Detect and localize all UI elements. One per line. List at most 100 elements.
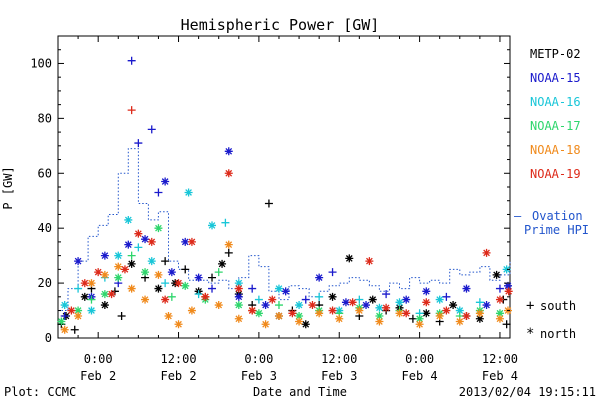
point-north-noaa-17 (234, 301, 243, 310)
point-north-noaa-15 (315, 273, 324, 282)
point-north-noaa-19 (201, 292, 210, 301)
point-south-noaa-15 (134, 139, 143, 148)
point-north-metp-02 (328, 292, 337, 301)
point-north-noaa-15 (124, 240, 133, 249)
point-north-noaa-18 (100, 270, 109, 279)
point-north-noaa-19 (402, 309, 411, 318)
point-south-noaa-15 (248, 284, 257, 293)
ovation-step-line (58, 148, 511, 311)
point-north-noaa-15 (261, 301, 270, 310)
point-north-noaa-18 (114, 262, 123, 271)
timestamp: 2013/02/04 19:15:11 (459, 385, 596, 399)
x-tick-time-label: 12:00 (321, 352, 357, 366)
point-north-noaa-16 (375, 303, 384, 312)
x-tick-date-label: Feb 3 (321, 369, 357, 383)
point-south-noaa-16 (315, 292, 324, 301)
plot-area (57, 35, 513, 339)
point-south-metp-02 (208, 273, 217, 282)
point-north-metp-02 (218, 259, 227, 268)
x-tick-time-label: 0:00 (405, 352, 434, 366)
point-north-noaa-18 (174, 320, 183, 329)
point-south-noaa-15 (147, 125, 156, 134)
point-south-noaa-16 (221, 218, 230, 227)
point-north-noaa-17 (100, 290, 109, 299)
point-north-metp-02 (127, 259, 136, 268)
point-north-noaa-15 (100, 251, 109, 260)
legend-marker-symbol: * (526, 326, 534, 342)
y-tick-label: 60 (38, 166, 52, 180)
point-north-noaa-18 (87, 279, 96, 288)
point-north-noaa-15 (281, 287, 290, 296)
point-north-noaa-19 (94, 268, 103, 277)
y-tick-label: 40 (38, 221, 52, 235)
legend-ovation-line2: Prime HPI (524, 223, 589, 237)
point-north-metp-02 (154, 284, 163, 293)
legend-marker-label: south (540, 299, 576, 313)
point-north-noaa-18 (224, 240, 233, 249)
point-north-noaa-18 (141, 295, 150, 304)
point-south-metp-02 (181, 265, 190, 274)
legend-ovation-line1: Ovation (532, 209, 583, 223)
point-north-noaa-19 (288, 309, 297, 318)
point-north-noaa-17 (114, 273, 123, 282)
point-south-noaa-15 (208, 284, 217, 293)
point-south-noaa-15 (328, 268, 337, 277)
point-south-noaa-15 (495, 284, 504, 293)
point-south-noaa-17 (167, 292, 176, 301)
point-north-noaa-19 (462, 312, 471, 321)
series-noaa-16 (60, 188, 511, 318)
point-north-noaa-18 (187, 306, 196, 315)
x-axis-label: Date and Time (253, 385, 347, 399)
point-north-noaa-16 (114, 251, 123, 260)
point-north-noaa-16 (234, 279, 243, 288)
point-north-noaa-16 (147, 257, 156, 266)
point-south-noaa-17 (87, 295, 96, 304)
point-south-metp-02 (264, 199, 273, 208)
legend-marker-symbol: + (526, 298, 534, 314)
point-north-noaa-18 (234, 314, 243, 323)
point-south-noaa-16 (355, 295, 364, 304)
point-north-noaa-15 (234, 292, 243, 301)
point-north-noaa-19 (234, 284, 243, 293)
legend-series-label: NOAA-15 (530, 71, 581, 85)
point-north-noaa-16 (295, 301, 304, 310)
point-north-metp-02 (422, 309, 431, 318)
series-noaa-18 (60, 240, 512, 334)
point-south-noaa-16 (74, 284, 83, 293)
point-north-noaa-19 (80, 279, 89, 288)
point-south-noaa-15 (382, 290, 391, 299)
point-north-noaa-19 (442, 306, 451, 315)
point-south-noaa-16 (475, 298, 484, 307)
point-north-noaa-15 (362, 301, 371, 310)
point-north-metp-02 (100, 301, 109, 310)
point-north-noaa-18 (74, 312, 83, 321)
point-north-noaa-19 (248, 306, 257, 315)
series-noaa-17 (57, 224, 504, 326)
point-south-noaa-15 (154, 188, 163, 197)
point-north-noaa-15 (141, 235, 150, 244)
point-north-noaa-19 (348, 298, 357, 307)
y-axis: 0 20 40 60 80 100 (30, 49, 510, 345)
point-north-noaa-19 (134, 229, 143, 238)
y-tick-label: 100 (30, 56, 52, 70)
point-north-noaa-18 (60, 325, 69, 334)
point-south-noaa-15 (442, 292, 451, 301)
point-north-noaa-15 (224, 147, 233, 156)
x-tick-date-label: Feb 3 (241, 369, 277, 383)
point-north-noaa-19 (268, 295, 277, 304)
point-south-noaa-15 (60, 312, 69, 321)
point-south-metp-02 (224, 248, 233, 257)
ovation-hpi-line (58, 148, 511, 311)
legend-series-label: NOAA-19 (530, 167, 581, 181)
x-tick-date-label: Feb 4 (482, 369, 518, 383)
x-tick-time-label: 0:00 (244, 352, 273, 366)
point-north-noaa-15 (422, 287, 431, 296)
series-noaa-15 (60, 56, 512, 321)
point-south-noaa-17 (127, 251, 136, 260)
point-north-noaa-19 (161, 295, 170, 304)
point-north-noaa-19 (495, 295, 504, 304)
point-north-noaa-15 (341, 298, 350, 307)
point-south-noaa-17 (214, 268, 223, 277)
point-north-noaa-18 (435, 312, 444, 321)
